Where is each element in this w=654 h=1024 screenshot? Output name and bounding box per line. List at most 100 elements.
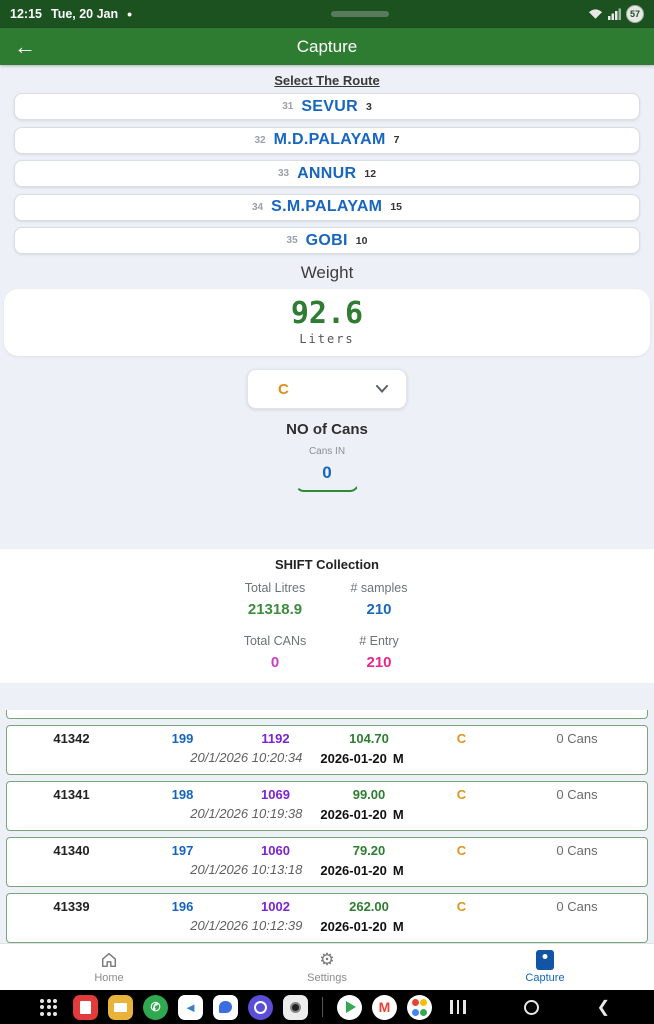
back-nav-button[interactable]: ❮ — [596, 999, 610, 1016]
flutter-app-icon[interactable]: ◄ — [178, 994, 203, 1020]
nav-capture[interactable]: Capture — [436, 944, 654, 990]
nav-capture-label: Capture — [525, 972, 565, 984]
entry-seq: 197 — [171, 843, 194, 858]
total-cans-value: 0 — [270, 654, 280, 671]
entry-cans: 0 Cans — [556, 731, 598, 746]
cellular-signal-icon — [608, 8, 621, 20]
app-header: ← Capture — [0, 28, 654, 65]
route-count: 15 — [390, 201, 402, 213]
route-name: GOBI — [305, 231, 348, 249]
entry-card[interactable]: 41339 196 1002 262.00 C 0 Cans 20/1/2026… — [6, 893, 648, 943]
nav-home[interactable]: Home — [0, 944, 218, 990]
route-name: M.D.PALAYAM — [273, 131, 386, 148]
entry-datetime: 20/1/2026 10:12:39 — [190, 918, 303, 933]
status-bar: 12:15 Tue, 20 Jan • 57 — [0, 0, 654, 28]
samples-label: # samples — [350, 581, 408, 595]
entry-id: 41341 — [53, 787, 90, 802]
back-button[interactable]: ← — [14, 33, 36, 59]
shift-dropdown-value: C — [278, 380, 289, 398]
route-button-annur[interactable]: 33 ANNUR 12 — [14, 160, 640, 187]
route-count: 12 — [364, 167, 377, 180]
nav-settings-label: Settings — [307, 972, 347, 984]
entry-litres: 99.00 — [352, 787, 386, 802]
gmail-app-icon[interactable]: M — [372, 994, 397, 1020]
capture-icon — [536, 950, 554, 970]
nav-home-label: Home — [94, 972, 124, 984]
taskbar-divider — [322, 997, 323, 1017]
cans-input-underline — [295, 483, 359, 492]
weight-label: Weight — [300, 263, 354, 282]
entry-seq: 199 — [171, 731, 194, 746]
entry-session: M — [392, 863, 404, 878]
nav-settings[interactable]: ⚙ Settings — [218, 944, 436, 990]
camera-cutout — [331, 11, 390, 17]
route-count: 10 — [355, 234, 368, 247]
route-name: SEVUR — [301, 97, 358, 115]
entry-date: 2026-01-20 — [320, 919, 387, 934]
gear-icon: ⚙ — [319, 950, 335, 969]
entry-label: # Entry — [359, 634, 399, 648]
page-title: Capture — [296, 36, 358, 56]
route-number: 35 — [286, 235, 298, 246]
route-number: 34 — [252, 201, 264, 213]
entry-cans: 0 Cans — [556, 899, 598, 914]
files-app-icon[interactable] — [108, 994, 133, 1020]
route-button-mdpalayam[interactable]: 32 M.D.PALAYAM 7 — [14, 126, 640, 154]
entry-date: 2026-01-20 — [320, 863, 387, 878]
route-name: ANNUR — [297, 164, 357, 182]
date: Tue, 20 Jan — [50, 7, 119, 21]
cans-in-input[interactable]: 0 — [322, 463, 332, 482]
entry-litres: 79.20 — [352, 843, 386, 858]
entry-date: 2026-01-20 — [320, 807, 387, 822]
samples-value: 210 — [366, 601, 392, 618]
weight-value: 92.6 — [290, 296, 364, 331]
entry-id: 41342 — [53, 731, 90, 746]
entry-shift: C — [456, 899, 467, 914]
recents-button[interactable] — [450, 1000, 466, 1014]
entry-member-code: 1192 — [261, 731, 290, 746]
photos-app-icon[interactable] — [407, 994, 432, 1020]
browser-app-icon[interactable] — [248, 994, 273, 1020]
spacer — [0, 683, 654, 710]
shift-collection-section: SHIFT Collection Total Litres 21318.9 # … — [0, 549, 654, 683]
entry-card[interactable]: 41342 199 1192 104.70 C 0 Cans 20/1/2026… — [6, 725, 648, 775]
phone-app-icon[interactable]: ✆ — [143, 994, 168, 1020]
entry-value: 210 — [366, 654, 392, 671]
home-button[interactable] — [523, 999, 539, 1015]
entry-card-partial[interactable] — [6, 710, 648, 719]
messages-app-icon[interactable] — [213, 994, 238, 1020]
entry-member-code: 1002 — [261, 899, 290, 914]
entry-cans: 0 Cans — [556, 787, 598, 802]
spacer — [0, 492, 654, 549]
route-number: 32 — [254, 134, 266, 146]
route-button-gobi[interactable]: 35 GOBI 10 — [14, 227, 640, 254]
entry-session: M — [392, 751, 404, 766]
entry-card[interactable]: 41340 197 1060 79.20 C 0 Cans 20/1/2026 … — [6, 837, 648, 887]
shift-collection-title: SHIFT Collection — [275, 557, 379, 572]
route-button-smpalayam[interactable]: 34 S.M.PALAYAM 15 — [14, 193, 640, 221]
app-drawer-icon[interactable] — [40, 998, 57, 1016]
notes-app-icon[interactable] — [73, 994, 98, 1020]
total-litres-value: 21318.9 — [247, 601, 303, 618]
entry-card[interactable]: 41341 198 1069 99.00 C 0 Cans 20/1/2026 … — [6, 781, 648, 831]
entry-member-code: 1069 — [261, 787, 290, 802]
weight-card: 92.6 Liters — [4, 289, 650, 356]
cans-in-label: Cans IN — [308, 446, 346, 457]
entry-session: M — [392, 807, 404, 822]
route-number: 31 — [282, 101, 294, 112]
entry-shift: C — [456, 787, 467, 802]
no-of-cans-label: NO of Cans — [286, 421, 368, 438]
entry-shift: C — [456, 731, 467, 746]
entry-datetime: 20/1/2026 10:20:34 — [190, 750, 303, 765]
route-button-sevur[interactable]: 31 SEVUR 3 — [14, 93, 640, 120]
battery-indicator: 57 — [626, 5, 644, 23]
camera-app-icon[interactable] — [283, 994, 308, 1020]
entry-session: M — [392, 919, 404, 934]
route-count: 3 — [365, 100, 372, 113]
route-count: 7 — [393, 134, 400, 146]
entry-litres: 104.70 — [349, 731, 389, 746]
shift-dropdown[interactable]: C — [247, 369, 407, 409]
entry-id: 41339 — [53, 899, 90, 914]
play-store-app-icon[interactable] — [337, 994, 362, 1020]
home-icon — [100, 950, 118, 970]
